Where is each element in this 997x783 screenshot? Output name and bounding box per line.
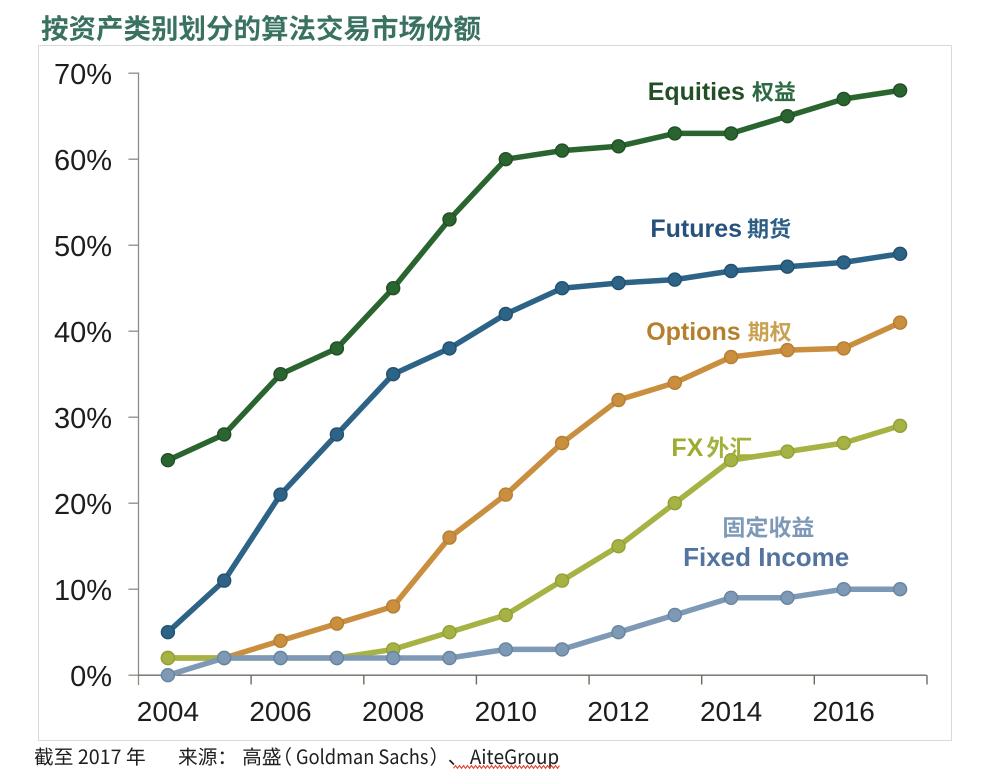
svg-text:Options: Options [646, 318, 740, 346]
svg-text:20%: 20% [54, 489, 112, 521]
svg-text:2012: 2012 [587, 696, 649, 727]
svg-text:10%: 10% [54, 575, 112, 607]
svg-text:2004: 2004 [137, 696, 199, 727]
svg-text:2014: 2014 [700, 696, 762, 727]
svg-text:50%: 50% [54, 231, 112, 263]
svg-text:0%: 0% [70, 661, 112, 693]
svg-text:Equities: Equities [648, 78, 745, 106]
svg-text:2010: 2010 [475, 696, 537, 727]
svg-text:2016: 2016 [813, 696, 875, 727]
svg-text:FX: FX [671, 434, 703, 462]
svg-text:2008: 2008 [362, 696, 424, 727]
svg-text:Futures: Futures [650, 215, 742, 243]
svg-text:40%: 40% [54, 317, 112, 349]
svg-text:2006: 2006 [249, 696, 311, 727]
svg-text:70%: 70% [54, 59, 112, 91]
svg-text:Fixed Income: Fixed Income [683, 542, 849, 572]
svg-text:30%: 30% [54, 403, 112, 435]
svg-text:60%: 60% [54, 145, 112, 177]
